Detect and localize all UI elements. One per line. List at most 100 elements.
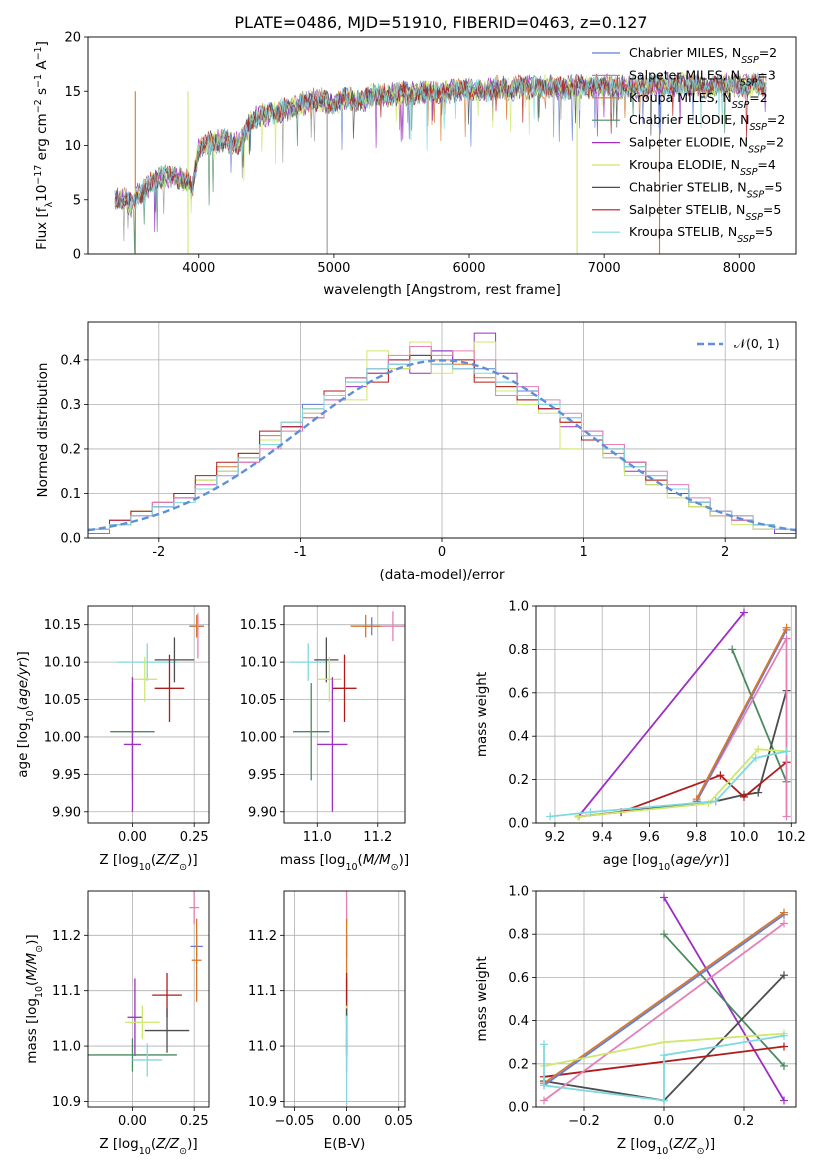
x-tick-label: 6000 xyxy=(452,261,485,276)
label-part: A xyxy=(34,60,50,74)
label-part: Z [log xyxy=(99,852,138,868)
mass-weight-line xyxy=(578,748,787,818)
label-part: ( xyxy=(358,852,363,868)
label-part: Salpeter ELODIE, N xyxy=(629,135,748,150)
label-part: )] xyxy=(399,852,410,868)
label-part: s xyxy=(34,88,50,99)
mass-weight-line xyxy=(543,922,785,1102)
legend-label: Kroupa STELIB, NSSP=5 xyxy=(629,224,773,245)
label-part: 10 xyxy=(25,710,36,722)
y-tick-label: 10.10 xyxy=(240,656,277,671)
label-part: Chabrier STELIB, N xyxy=(629,179,747,194)
label-part: 10 xyxy=(345,862,357,873)
label-part: =5 xyxy=(755,224,773,239)
legend-label: Chabrier MILES, NSSP=2 xyxy=(629,45,777,66)
y-tick-label: 0.0 xyxy=(508,817,529,832)
label-part: 10 xyxy=(139,1146,151,1157)
legend-label: Kroupa MILES, NSSP=2 xyxy=(629,90,768,111)
label-part: Kroupa STELIB, N xyxy=(629,224,737,239)
label-part: Kroupa MILES, N xyxy=(629,90,732,105)
x-tick-label: 0.2 xyxy=(734,1114,755,1129)
age_vs_Z-points xyxy=(110,613,205,812)
massweight_vs_age-ylabel: mass weight xyxy=(474,672,490,757)
mass_vs_Z-points xyxy=(88,891,203,1077)
label-part: ⊙ xyxy=(391,862,399,873)
figure-title: PLATE=0486, MJD=51910, FIBERID=0463, z=0… xyxy=(234,13,647,32)
data-point xyxy=(317,656,342,702)
label-part: ( xyxy=(151,852,156,868)
label-part: Z/Z xyxy=(673,1136,698,1152)
massweight_vs_Z-frame xyxy=(535,890,797,1108)
mass-weight-line xyxy=(543,914,785,1087)
label-part: )] xyxy=(187,1136,198,1152)
label-part: )] xyxy=(15,651,31,662)
mass-weight-line xyxy=(663,933,785,1067)
y-tick-label: 9.95 xyxy=(52,768,81,783)
y-tick-label: 0.1 xyxy=(60,487,81,502)
label-part: =3 xyxy=(757,67,775,82)
residuals-frame xyxy=(87,321,797,539)
label-part: =5 xyxy=(763,202,781,217)
data-point xyxy=(380,611,405,642)
y-tick-label: 11.1 xyxy=(248,984,277,999)
mass-weight-line xyxy=(731,649,788,783)
y-tick-label: 1.0 xyxy=(508,885,529,900)
x-tick-label: 0.00 xyxy=(118,830,147,845)
data-point xyxy=(127,978,143,1057)
residuals-axes: -2 -1 0 1 2 0.0 0.1 0.2 0.3 0.4 xyxy=(60,322,796,560)
histogram-step xyxy=(88,346,796,538)
label-part: ⊙ xyxy=(34,945,45,953)
massweight_vs_Z-lines xyxy=(540,893,788,1105)
y-tick-label: 0.4 xyxy=(508,1014,529,1029)
data-point xyxy=(144,1008,190,1053)
y-tick-label: 0 xyxy=(73,248,81,263)
y-tick-label: 0.8 xyxy=(508,928,529,943)
age_vs_mass-points xyxy=(290,611,405,812)
spectrum-lines xyxy=(114,71,767,254)
label-part: SSP xyxy=(732,99,750,110)
y-tick-label: 0.0 xyxy=(508,1101,529,1116)
label-part: age [log xyxy=(15,722,31,777)
label-part: SSP xyxy=(737,234,755,245)
y-tick-label: 0.0 xyxy=(60,532,81,547)
x-tick-label: 9.8 xyxy=(686,830,707,845)
y-tick-label: 10.9 xyxy=(52,1095,81,1110)
label-part: −1 xyxy=(33,74,44,88)
y-tick-label: 15 xyxy=(64,85,81,100)
label-part: 10 xyxy=(139,862,151,873)
x-tick-label: 10.2 xyxy=(777,830,806,845)
y-tick-label: 10.05 xyxy=(44,693,81,708)
label-part: =2 xyxy=(767,112,785,127)
data-point xyxy=(125,1005,160,1039)
y-tick-label: 10.05 xyxy=(240,693,277,708)
label-part: =2 xyxy=(759,45,777,60)
label-part: mass [log xyxy=(24,998,40,1064)
label-part: erg cm xyxy=(34,113,50,164)
x-tick-label: 0.25 xyxy=(180,1114,209,1129)
data-point xyxy=(191,918,202,1002)
label-part: ( xyxy=(668,1136,673,1152)
y-tick-label: 0.8 xyxy=(508,643,529,658)
y-tick-label: 9.95 xyxy=(248,768,277,783)
label-part: ( xyxy=(15,705,31,710)
residuals-ylabel: Normed distribution xyxy=(35,363,51,498)
label-part: )] xyxy=(719,852,730,868)
x-tick-label: 8000 xyxy=(723,261,756,276)
label-part: Flux [f xyxy=(34,206,50,250)
spectrum-series-line xyxy=(114,73,767,210)
legend-label: Chabrier ELODIE, NSSP=2 xyxy=(629,112,785,133)
x-tick-label: −0.05 xyxy=(275,1114,315,1129)
y-tick-label: 0.6 xyxy=(508,686,529,701)
x-tick-label: 0.05 xyxy=(384,1114,413,1129)
y-tick-label: 0.2 xyxy=(508,773,529,788)
label-part: −2 xyxy=(33,99,44,113)
y-tick-label: 5 xyxy=(73,193,81,208)
label-part: λ xyxy=(44,202,55,208)
label-part: ( xyxy=(24,981,40,986)
y-tick-label: 11.2 xyxy=(52,929,81,944)
mass_vs_Z-axes: 0.00 0.25 10.9 11.0 11.1 11.2 xyxy=(52,891,209,1129)
data-point xyxy=(293,683,330,781)
y-tick-label: 11.2 xyxy=(248,929,277,944)
age_vs_mass-xlabel: mass [log10(M/M⊙)] xyxy=(280,852,409,873)
